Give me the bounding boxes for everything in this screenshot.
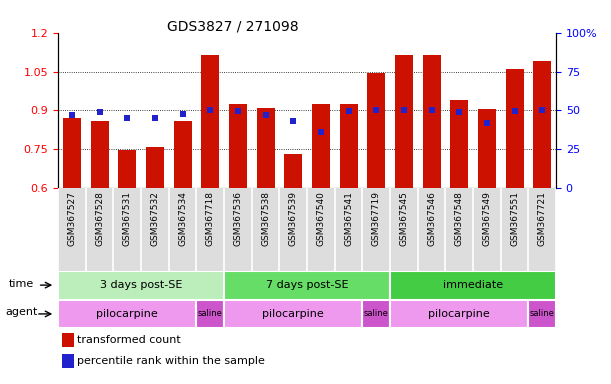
Bar — [114, 188, 141, 271]
Bar — [445, 188, 473, 271]
Bar — [533, 61, 551, 188]
Text: saline: saline — [198, 310, 222, 318]
Bar — [340, 104, 357, 188]
Bar — [62, 333, 74, 347]
Text: GSM367719: GSM367719 — [371, 190, 381, 246]
Bar — [423, 55, 441, 188]
Bar — [450, 99, 468, 188]
Text: time: time — [9, 279, 34, 289]
Text: GSM367551: GSM367551 — [510, 190, 519, 246]
Point — [95, 109, 104, 116]
Text: GSM367531: GSM367531 — [123, 190, 132, 246]
Text: GDS3827 / 271098: GDS3827 / 271098 — [167, 20, 298, 34]
Bar — [395, 55, 413, 188]
Text: saline: saline — [530, 310, 555, 318]
Bar — [63, 118, 81, 188]
Bar — [362, 188, 390, 271]
Point — [261, 112, 271, 118]
Text: agent: agent — [6, 308, 38, 318]
Bar — [86, 188, 114, 271]
Bar — [252, 188, 279, 271]
Text: 7 days post-SE: 7 days post-SE — [266, 280, 348, 290]
Bar — [390, 188, 418, 271]
Point — [67, 112, 77, 118]
Text: percentile rank within the sample: percentile rank within the sample — [77, 356, 265, 366]
Point — [482, 120, 492, 126]
Bar — [141, 188, 169, 271]
Bar — [146, 147, 164, 188]
Point — [288, 118, 298, 124]
Point — [233, 108, 243, 114]
Point — [399, 107, 409, 113]
Text: GSM367527: GSM367527 — [67, 190, 76, 245]
Text: GSM367721: GSM367721 — [538, 190, 547, 245]
Point — [455, 109, 464, 115]
Text: GSM367539: GSM367539 — [288, 190, 298, 246]
Point — [178, 111, 188, 117]
Bar — [224, 300, 362, 328]
Text: GSM367718: GSM367718 — [206, 190, 214, 246]
Bar — [196, 188, 224, 271]
Bar — [390, 271, 556, 300]
Bar — [58, 271, 224, 300]
Bar — [90, 121, 109, 188]
Bar — [418, 188, 445, 271]
Text: GSM367532: GSM367532 — [150, 190, 159, 245]
Text: GSM367536: GSM367536 — [233, 190, 243, 246]
Text: GSM367528: GSM367528 — [95, 190, 104, 245]
Point — [316, 129, 326, 135]
Text: transformed count: transformed count — [77, 335, 181, 345]
Bar — [500, 188, 529, 271]
Text: saline: saline — [364, 310, 389, 318]
Bar — [390, 300, 529, 328]
Bar — [224, 188, 252, 271]
Point — [150, 114, 159, 121]
Point — [122, 115, 132, 121]
Point — [537, 107, 547, 114]
Bar — [529, 300, 556, 328]
Text: GSM367540: GSM367540 — [316, 190, 326, 245]
Bar — [335, 188, 362, 271]
Bar — [58, 300, 196, 328]
Bar — [62, 354, 74, 368]
Text: GSM367534: GSM367534 — [178, 190, 187, 245]
Bar — [169, 188, 196, 271]
Bar — [284, 154, 302, 188]
Bar — [367, 73, 385, 188]
Bar — [58, 188, 86, 271]
Text: GSM367546: GSM367546 — [427, 190, 436, 245]
Point — [510, 108, 519, 114]
Bar — [201, 55, 219, 188]
Text: GSM367545: GSM367545 — [400, 190, 408, 245]
Bar — [196, 300, 224, 328]
Text: 3 days post-SE: 3 days post-SE — [100, 280, 182, 290]
Bar — [257, 108, 274, 188]
Bar — [505, 69, 524, 188]
Bar — [307, 188, 335, 271]
Text: GSM367549: GSM367549 — [482, 190, 491, 245]
Bar — [362, 300, 390, 328]
Text: GSM367548: GSM367548 — [455, 190, 464, 245]
Text: immediate: immediate — [443, 280, 503, 290]
Text: GSM367538: GSM367538 — [261, 190, 270, 246]
Point — [371, 107, 381, 114]
Text: pilocarpine: pilocarpine — [97, 309, 158, 319]
Bar — [118, 150, 136, 188]
Text: pilocarpine: pilocarpine — [262, 309, 324, 319]
Bar — [473, 188, 500, 271]
Text: pilocarpine: pilocarpine — [428, 309, 490, 319]
Point — [205, 107, 215, 114]
Bar — [529, 188, 556, 271]
Bar — [312, 104, 330, 188]
Bar — [229, 104, 247, 188]
Bar — [478, 109, 496, 188]
Text: GSM367541: GSM367541 — [344, 190, 353, 245]
Bar — [174, 121, 191, 188]
Bar — [279, 188, 307, 271]
Point — [343, 108, 353, 114]
Bar — [224, 271, 390, 300]
Point — [426, 107, 436, 113]
